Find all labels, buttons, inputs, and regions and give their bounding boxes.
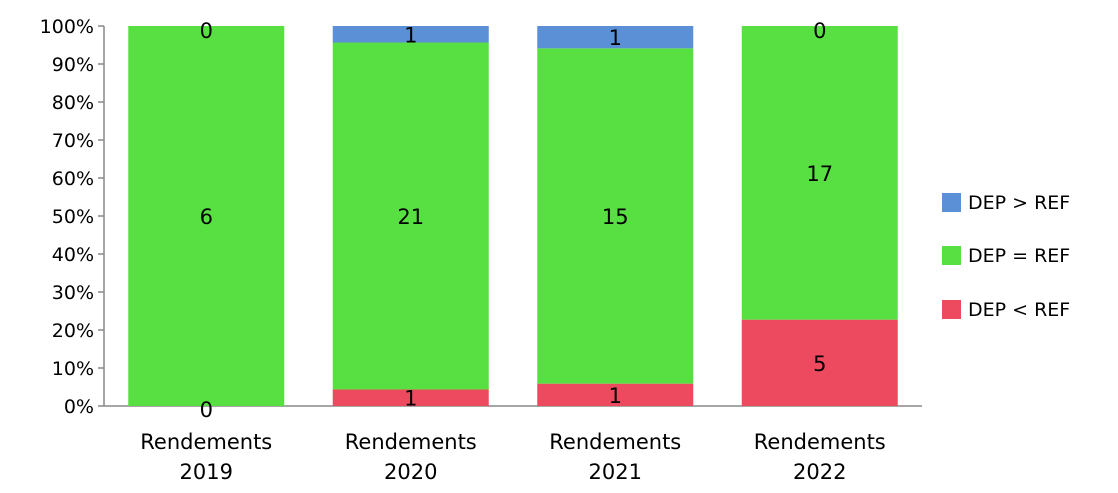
x-tick-label: Rendements <box>140 430 272 454</box>
legend: DEP > REF DEP = REF DEP < REF <box>942 192 1070 321</box>
x-axis-ticks: Rendements 2019 Rendements 2020 Rendements 20… <box>140 430 886 484</box>
bars-group <box>128 26 898 406</box>
y-tick-label: 80% <box>52 92 94 114</box>
y-tick-label: 50% <box>52 206 94 228</box>
legend-swatch <box>942 246 961 265</box>
data-label: 15 <box>602 205 629 229</box>
y-tick-label: 10% <box>52 358 94 380</box>
bar-segment <box>332 42 489 390</box>
x-tick-label: Rendements <box>754 430 886 454</box>
data-label: 1 <box>609 26 622 50</box>
bar-segment <box>332 26 489 43</box>
data-label: 0 <box>200 19 213 43</box>
y-tick-label: 100% <box>40 16 94 38</box>
y-tick-label: 30% <box>52 282 94 304</box>
x-tick-label: 2022 <box>793 460 846 484</box>
bar-segment <box>128 26 285 406</box>
x-tick-label: 2019 <box>180 460 233 484</box>
data-label: 1 <box>404 23 417 47</box>
bar-segment <box>537 383 694 406</box>
data-label: 1 <box>404 387 417 411</box>
y-tick-label: 0% <box>64 396 94 418</box>
data-label: 17 <box>806 162 833 186</box>
data-label: 6 <box>200 205 213 229</box>
legend-swatch <box>942 300 961 319</box>
y-tick-label: 20% <box>52 320 94 342</box>
data-label: 1 <box>609 384 622 408</box>
x-tick-label: 2020 <box>384 460 437 484</box>
y-tick-label: 90% <box>52 54 94 76</box>
legend-label: DEP < REF <box>968 299 1070 321</box>
y-tick-label: 40% <box>52 244 94 266</box>
legend-label: DEP > REF <box>968 192 1070 214</box>
x-tick-label: 2021 <box>589 460 642 484</box>
legend-label: DEP = REF <box>968 245 1070 267</box>
bar-segment <box>741 26 898 320</box>
data-label: 21 <box>397 205 424 229</box>
legend-swatch <box>942 193 961 212</box>
data-label: 0 <box>200 398 213 422</box>
bar-segment <box>741 319 898 406</box>
x-tick-label: Rendements <box>549 430 681 454</box>
y-axis-ticks: 0% 10% 20% 30% 40% 50% 60% 70% 80% 90% 100% <box>40 16 104 418</box>
data-label: 0 <box>813 19 826 43</box>
bar-segment <box>537 26 694 49</box>
x-tick-label: Rendements <box>345 430 477 454</box>
bar-segment <box>537 48 694 384</box>
y-tick-label: 70% <box>52 130 94 152</box>
data-label: 5 <box>813 352 826 376</box>
y-tick-label: 60% <box>52 168 94 190</box>
bar-segment <box>332 389 489 406</box>
